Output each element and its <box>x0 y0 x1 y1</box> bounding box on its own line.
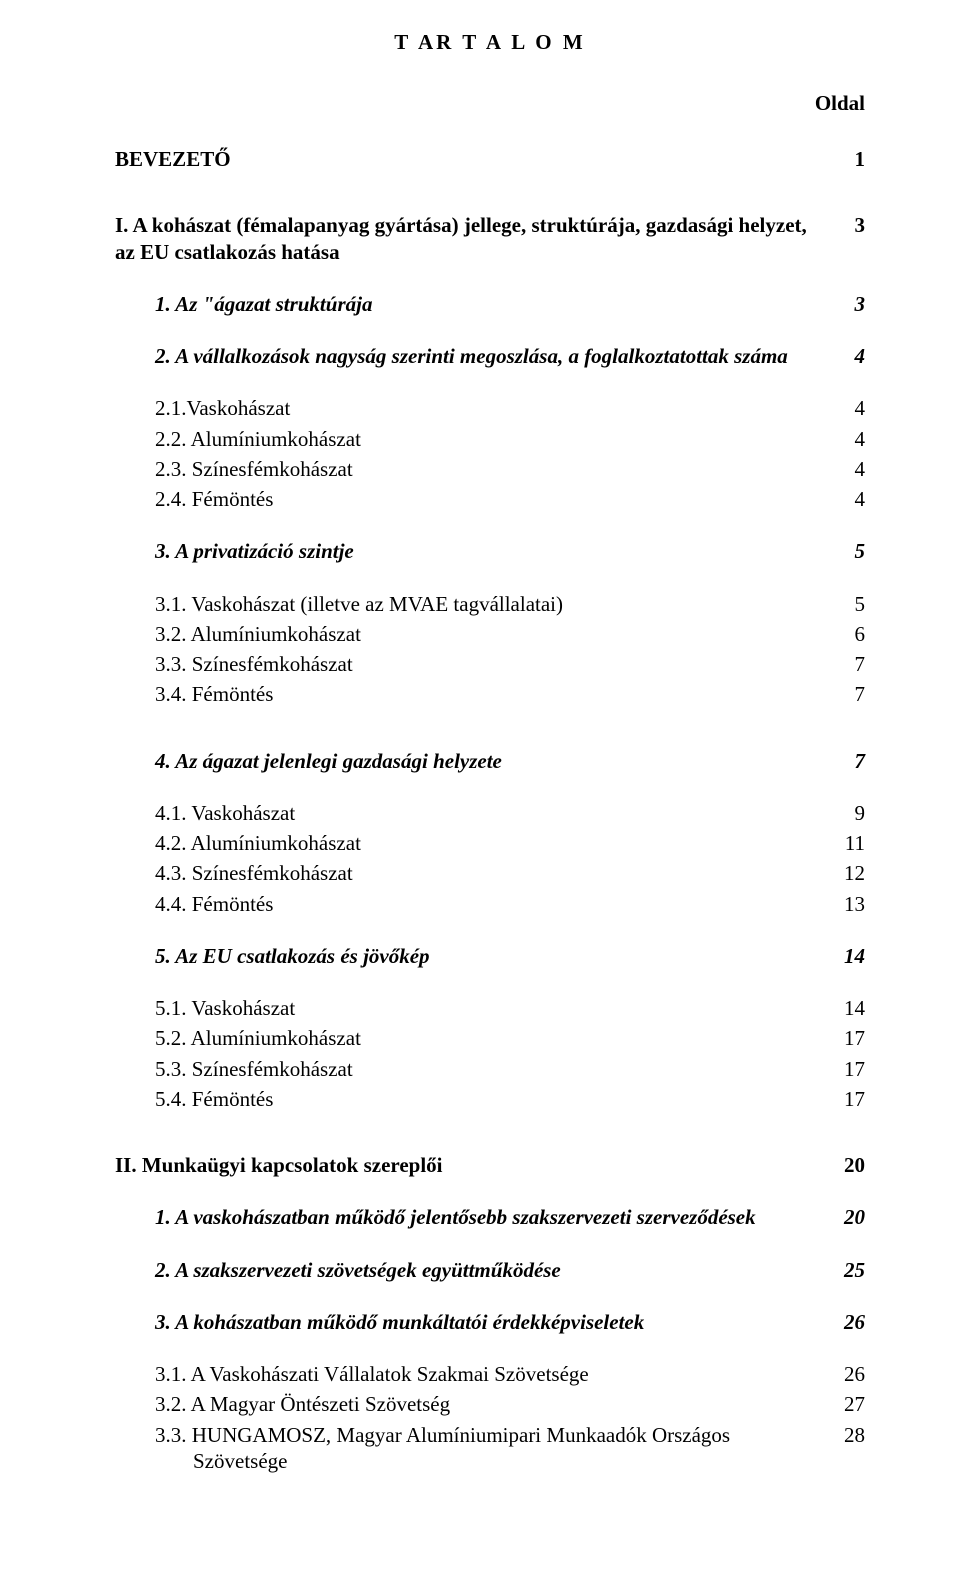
toc-label: 2. A szakszervezeti szövetségek együttmű… <box>155 1257 837 1283</box>
toc-page-number: 4 <box>837 456 865 482</box>
toc-row: BEVEZETŐ1 <box>115 146 865 172</box>
toc-page-number: 17 <box>837 1086 865 1112</box>
toc-row: 3.2. A Magyar Öntészeti Szövetség27 <box>115 1391 865 1417</box>
page-column-header: Oldal <box>115 91 865 116</box>
toc-row: 3.4. Fémöntés7 <box>115 681 865 707</box>
toc-page-number: 28 <box>837 1422 865 1448</box>
toc-page-number: 14 <box>837 995 865 1021</box>
toc-label: 2.3. Színesfémkohászat <box>155 456 837 482</box>
toc-page-number: 6 <box>837 621 865 647</box>
toc-row: 1. Az "ágazat struktúrája3 <box>115 291 865 317</box>
toc-label: 1. A vaskohászatban működő jelentősebb s… <box>155 1204 837 1230</box>
toc-row: 4.2. Alumíniumkohászat11 <box>115 830 865 856</box>
toc-label: 4.1. Vaskohászat <box>155 800 837 826</box>
toc-row: II. Munkaügyi kapcsolatok szereplői20 <box>115 1152 865 1178</box>
toc-row: 2.1.Vaskohászat4 <box>115 395 865 421</box>
toc-page-number: 4 <box>837 486 865 512</box>
toc-row: 4. Az ágazat jelenlegi gazdasági helyzet… <box>115 748 865 774</box>
toc-label: 3. A kohászatban működő munkáltatói érde… <box>155 1309 837 1335</box>
toc-page-number: 17 <box>837 1025 865 1051</box>
toc-row: 3.1. Vaskohászat (illetve az MVAE tagvál… <box>115 591 865 617</box>
toc-row: 3.1. A Vaskohászati Vállalatok Szakmai S… <box>115 1361 865 1387</box>
toc-page: T AR T A L O M Oldal BEVEZETŐ1 I. A kohás… <box>0 0 960 1574</box>
toc-page-number: 25 <box>837 1257 865 1283</box>
toc-page-number: 26 <box>837 1361 865 1387</box>
toc-page-number: 1 <box>837 146 865 172</box>
toc-label: 4.2. Alumíniumkohászat <box>155 830 837 856</box>
toc-row: 2.4. Fémöntés4 <box>115 486 865 512</box>
toc-row: 2. A vállalkozások nagyság szerinti mego… <box>115 343 865 369</box>
toc-row: 3.3. Színesfémkohászat7 <box>115 651 865 677</box>
toc-page-number: 20 <box>837 1204 865 1230</box>
toc-row: 3.3. HUNGAMOSZ, Magyar Alumíniumipari Mu… <box>115 1422 865 1475</box>
toc-label: II. Munkaügyi kapcsolatok szereplői <box>115 1152 837 1178</box>
toc-label: BEVEZETŐ <box>115 146 837 172</box>
toc-label: 3.1. A Vaskohászati Vállalatok Szakmai S… <box>155 1361 837 1387</box>
toc-page-number: 26 <box>837 1309 865 1335</box>
toc-page-number: 14 <box>837 943 865 969</box>
page-title: T AR T A L O M <box>115 30 865 55</box>
toc-page-number: 4 <box>837 343 865 369</box>
toc-page-number: 7 <box>837 681 865 707</box>
toc-page-number: 3 <box>837 212 865 238</box>
toc-row: 5.1. Vaskohászat14 <box>115 995 865 1021</box>
toc-page-number: 12 <box>837 860 865 886</box>
toc-page-number: 13 <box>837 891 865 917</box>
toc-page-number: 9 <box>837 800 865 826</box>
toc-label: 2.1.Vaskohászat <box>155 395 837 421</box>
toc-label: 5.3. Színesfémkohászat <box>155 1056 837 1082</box>
toc-label: 2. A vállalkozások nagyság szerinti mego… <box>155 343 837 369</box>
toc-page-number: 27 <box>837 1391 865 1417</box>
toc-row: 5.2. Alumíniumkohászat17 <box>115 1025 865 1051</box>
toc-page-number: 5 <box>837 591 865 617</box>
toc-page-number: 3 <box>837 291 865 317</box>
toc-label: 3.3. HUNGAMOSZ, Magyar Alumíniumipari Mu… <box>155 1422 837 1475</box>
toc-label: 3.3. Színesfémkohászat <box>155 651 837 677</box>
toc-page-number: 11 <box>837 830 865 856</box>
toc-label: 3.4. Fémöntés <box>155 681 837 707</box>
toc-label: 4.3. Színesfémkohászat <box>155 860 837 886</box>
toc-row: 2.2. Alumíniumkohászat4 <box>115 426 865 452</box>
toc-row: 5.4. Fémöntés17 <box>115 1086 865 1112</box>
toc-row: 2. A szakszervezeti szövetségek együttmű… <box>115 1257 865 1283</box>
toc-label: 1. Az "ágazat struktúrája <box>155 291 837 317</box>
toc-list: BEVEZETŐ1 I. A kohászat (fémalapanyag gyá… <box>115 146 865 1474</box>
toc-page-number: 7 <box>837 651 865 677</box>
toc-page-number: 7 <box>837 748 865 774</box>
toc-label: 3.2. Alumíniumkohászat <box>155 621 837 647</box>
toc-label: 5.4. Fémöntés <box>155 1086 837 1112</box>
toc-row: I. A kohászat (fémalapanyag gyártása) je… <box>115 212 865 265</box>
toc-page-number: 5 <box>837 538 865 564</box>
toc-label: 2.4. Fémöntés <box>155 486 837 512</box>
toc-row: 2.3. Színesfémkohászat4 <box>115 456 865 482</box>
toc-label: 4. Az ágazat jelenlegi gazdasági helyzet… <box>155 748 837 774</box>
toc-row: 1. A vaskohászatban működő jelentősebb s… <box>115 1204 865 1230</box>
toc-label: 3.2. A Magyar Öntészeti Szövetség <box>155 1391 837 1417</box>
toc-label: I. A kohászat (fémalapanyag gyártása) je… <box>115 212 837 265</box>
toc-row: 3. A kohászatban működő munkáltatói érde… <box>115 1309 865 1335</box>
toc-label: 5.1. Vaskohászat <box>155 995 837 1021</box>
toc-row: 5. Az EU csatlakozás és jövőkép14 <box>115 943 865 969</box>
toc-row: 4.1. Vaskohászat9 <box>115 800 865 826</box>
toc-label: 5.2. Alumíniumkohászat <box>155 1025 837 1051</box>
toc-row: 3. A privatizáció szintje5 <box>115 538 865 564</box>
toc-row: 4.3. Színesfémkohászat12 <box>115 860 865 886</box>
toc-label: 3. A privatizáció szintje <box>155 538 837 564</box>
toc-label: 2.2. Alumíniumkohászat <box>155 426 837 452</box>
toc-row: 5.3. Színesfémkohászat17 <box>115 1056 865 1082</box>
toc-row: 4.4. Fémöntés13 <box>115 891 865 917</box>
toc-label: 5. Az EU csatlakozás és jövőkép <box>155 943 837 969</box>
toc-label: 3.1. Vaskohászat (illetve az MVAE tagvál… <box>155 591 837 617</box>
toc-page-number: 4 <box>837 426 865 452</box>
toc-row: 3.2. Alumíniumkohászat6 <box>115 621 865 647</box>
toc-page-number: 20 <box>837 1152 865 1178</box>
toc-label: 4.4. Fémöntés <box>155 891 837 917</box>
toc-page-number: 4 <box>837 395 865 421</box>
toc-page-number: 17 <box>837 1056 865 1082</box>
